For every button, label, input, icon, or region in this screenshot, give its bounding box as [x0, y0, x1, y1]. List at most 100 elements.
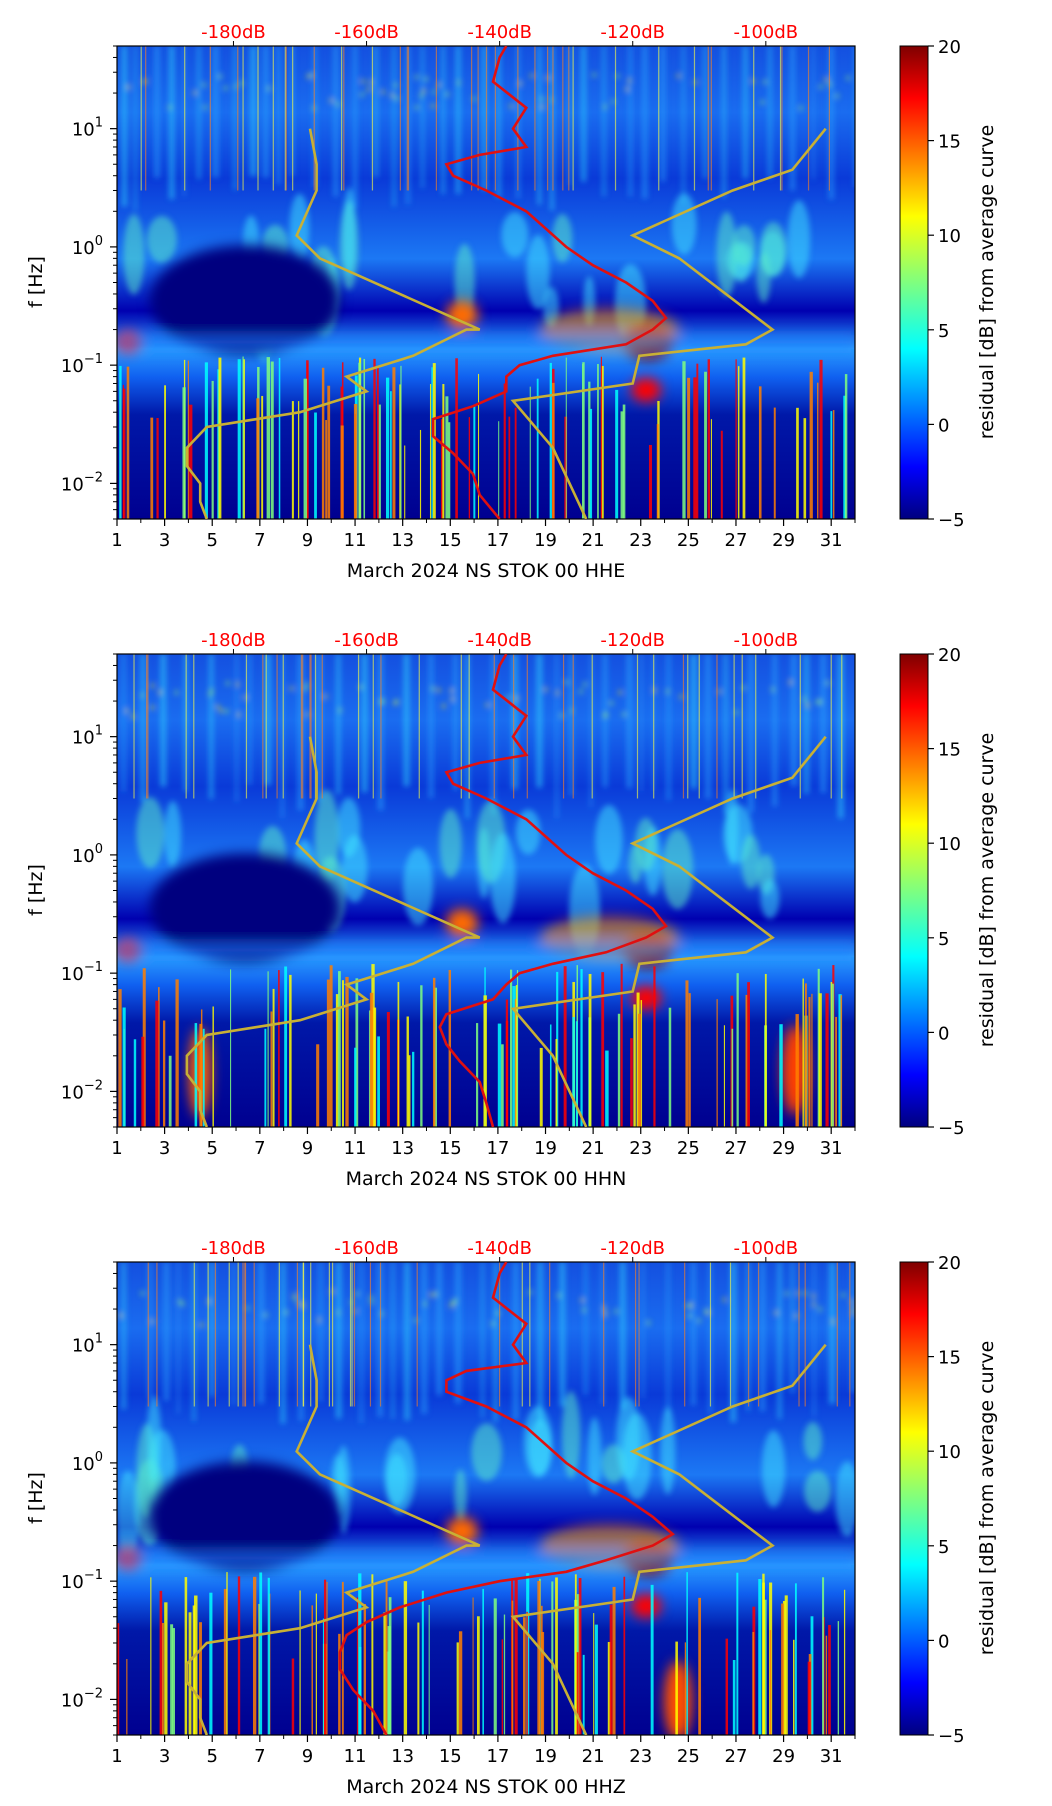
spike	[204, 362, 208, 519]
texture-patch	[515, 809, 541, 855]
colorbar-tick-label: 5	[938, 1537, 949, 1558]
feature-hotspot-15	[446, 301, 478, 329]
y-tick-base: 10	[72, 728, 95, 749]
texture-streak	[620, 1262, 626, 1410]
texture-dot	[491, 1321, 495, 1326]
y-tick-base: 10	[61, 1572, 84, 1593]
spike	[516, 970, 519, 1127]
spike	[633, 1004, 636, 1127]
spike	[720, 430, 723, 519]
spike-high	[133, 654, 135, 799]
texture-streak	[391, 1262, 395, 1419]
spike-high	[517, 46, 519, 191]
texture-patch	[552, 213, 573, 263]
spike	[804, 983, 807, 1127]
texture-patch	[526, 234, 550, 310]
spike	[242, 356, 244, 519]
feature-hotspot-15	[446, 909, 478, 937]
texture-patch	[523, 1406, 553, 1478]
spike-high	[343, 46, 345, 191]
texture-dot	[618, 690, 622, 695]
texture-dot	[434, 1292, 438, 1297]
spike-high	[242, 1262, 244, 1407]
spike	[622, 404, 626, 519]
spike	[782, 1600, 786, 1735]
texture-patch	[164, 800, 182, 868]
spike	[168, 1055, 172, 1127]
spike	[514, 998, 517, 1127]
texture-streak	[121, 1262, 126, 1410]
spike-high	[406, 46, 408, 191]
spike-high	[351, 1262, 353, 1407]
spike	[386, 1011, 390, 1127]
spike-high	[779, 46, 782, 191]
spike	[448, 422, 451, 519]
spike-high	[282, 654, 284, 799]
spike-high	[331, 1262, 334, 1407]
spike	[170, 1624, 174, 1735]
texture-dot	[457, 80, 461, 85]
spike-high	[572, 654, 574, 799]
spike	[478, 373, 480, 519]
spike	[843, 395, 847, 519]
colorbar-gradient	[899, 45, 929, 520]
spike	[355, 978, 359, 1127]
spike	[832, 410, 835, 519]
spike	[323, 1579, 327, 1735]
spike	[541, 1632, 545, 1735]
spike-high	[534, 46, 536, 191]
texture-dot	[795, 1313, 799, 1318]
texture-streak	[276, 46, 281, 185]
texture-streak	[511, 654, 518, 790]
spike	[731, 1028, 734, 1127]
texture-patch	[803, 1421, 823, 1461]
spike	[549, 1024, 552, 1127]
x-tick-label: 25	[677, 1746, 700, 1767]
spike-high	[292, 46, 294, 191]
spike-high	[849, 1262, 851, 1407]
texture-dot	[603, 713, 607, 718]
noise-model-low-line	[185, 736, 481, 1127]
texture-dot	[336, 1310, 340, 1315]
texture-streak	[812, 1262, 816, 1417]
texture-dot	[131, 714, 135, 719]
spike	[498, 421, 500, 519]
top-axis: -180dB -160dB -140dB -120dB -100dB	[201, 1238, 798, 1262]
texture-streak	[690, 654, 697, 789]
spike	[817, 968, 820, 1127]
texture-dot	[850, 1299, 854, 1304]
texture-dot	[355, 1291, 359, 1296]
spike-high	[380, 654, 382, 799]
texture-dot	[472, 96, 476, 101]
spike	[648, 444, 653, 519]
y-tick-label: 101	[72, 724, 103, 749]
texture-streak	[791, 654, 797, 787]
texture-dot	[806, 703, 810, 708]
texture-dot	[178, 1299, 182, 1304]
texture-dot	[851, 1306, 855, 1311]
spike	[637, 1013, 642, 1127]
spike-high	[521, 1262, 523, 1407]
spike-high	[242, 46, 244, 191]
spike-high	[214, 1262, 216, 1407]
spike	[182, 387, 186, 519]
texture-dot	[360, 92, 364, 97]
spike-high	[804, 1262, 806, 1407]
texture-dot	[604, 1312, 608, 1317]
spike	[428, 1604, 430, 1735]
texture-streak	[601, 1262, 604, 1404]
texture-dot	[381, 89, 385, 94]
spike	[363, 1603, 366, 1735]
spike-high	[399, 46, 401, 191]
texture-dot	[677, 73, 681, 78]
heatmap-1	[117, 46, 855, 519]
spike	[172, 1628, 175, 1735]
texture-dot	[168, 105, 172, 110]
texture-streak	[730, 1262, 736, 1423]
spike	[267, 971, 269, 1127]
texture-dot	[390, 93, 394, 98]
texture-patch	[756, 251, 771, 303]
spike	[526, 1611, 528, 1735]
spike	[122, 388, 126, 519]
